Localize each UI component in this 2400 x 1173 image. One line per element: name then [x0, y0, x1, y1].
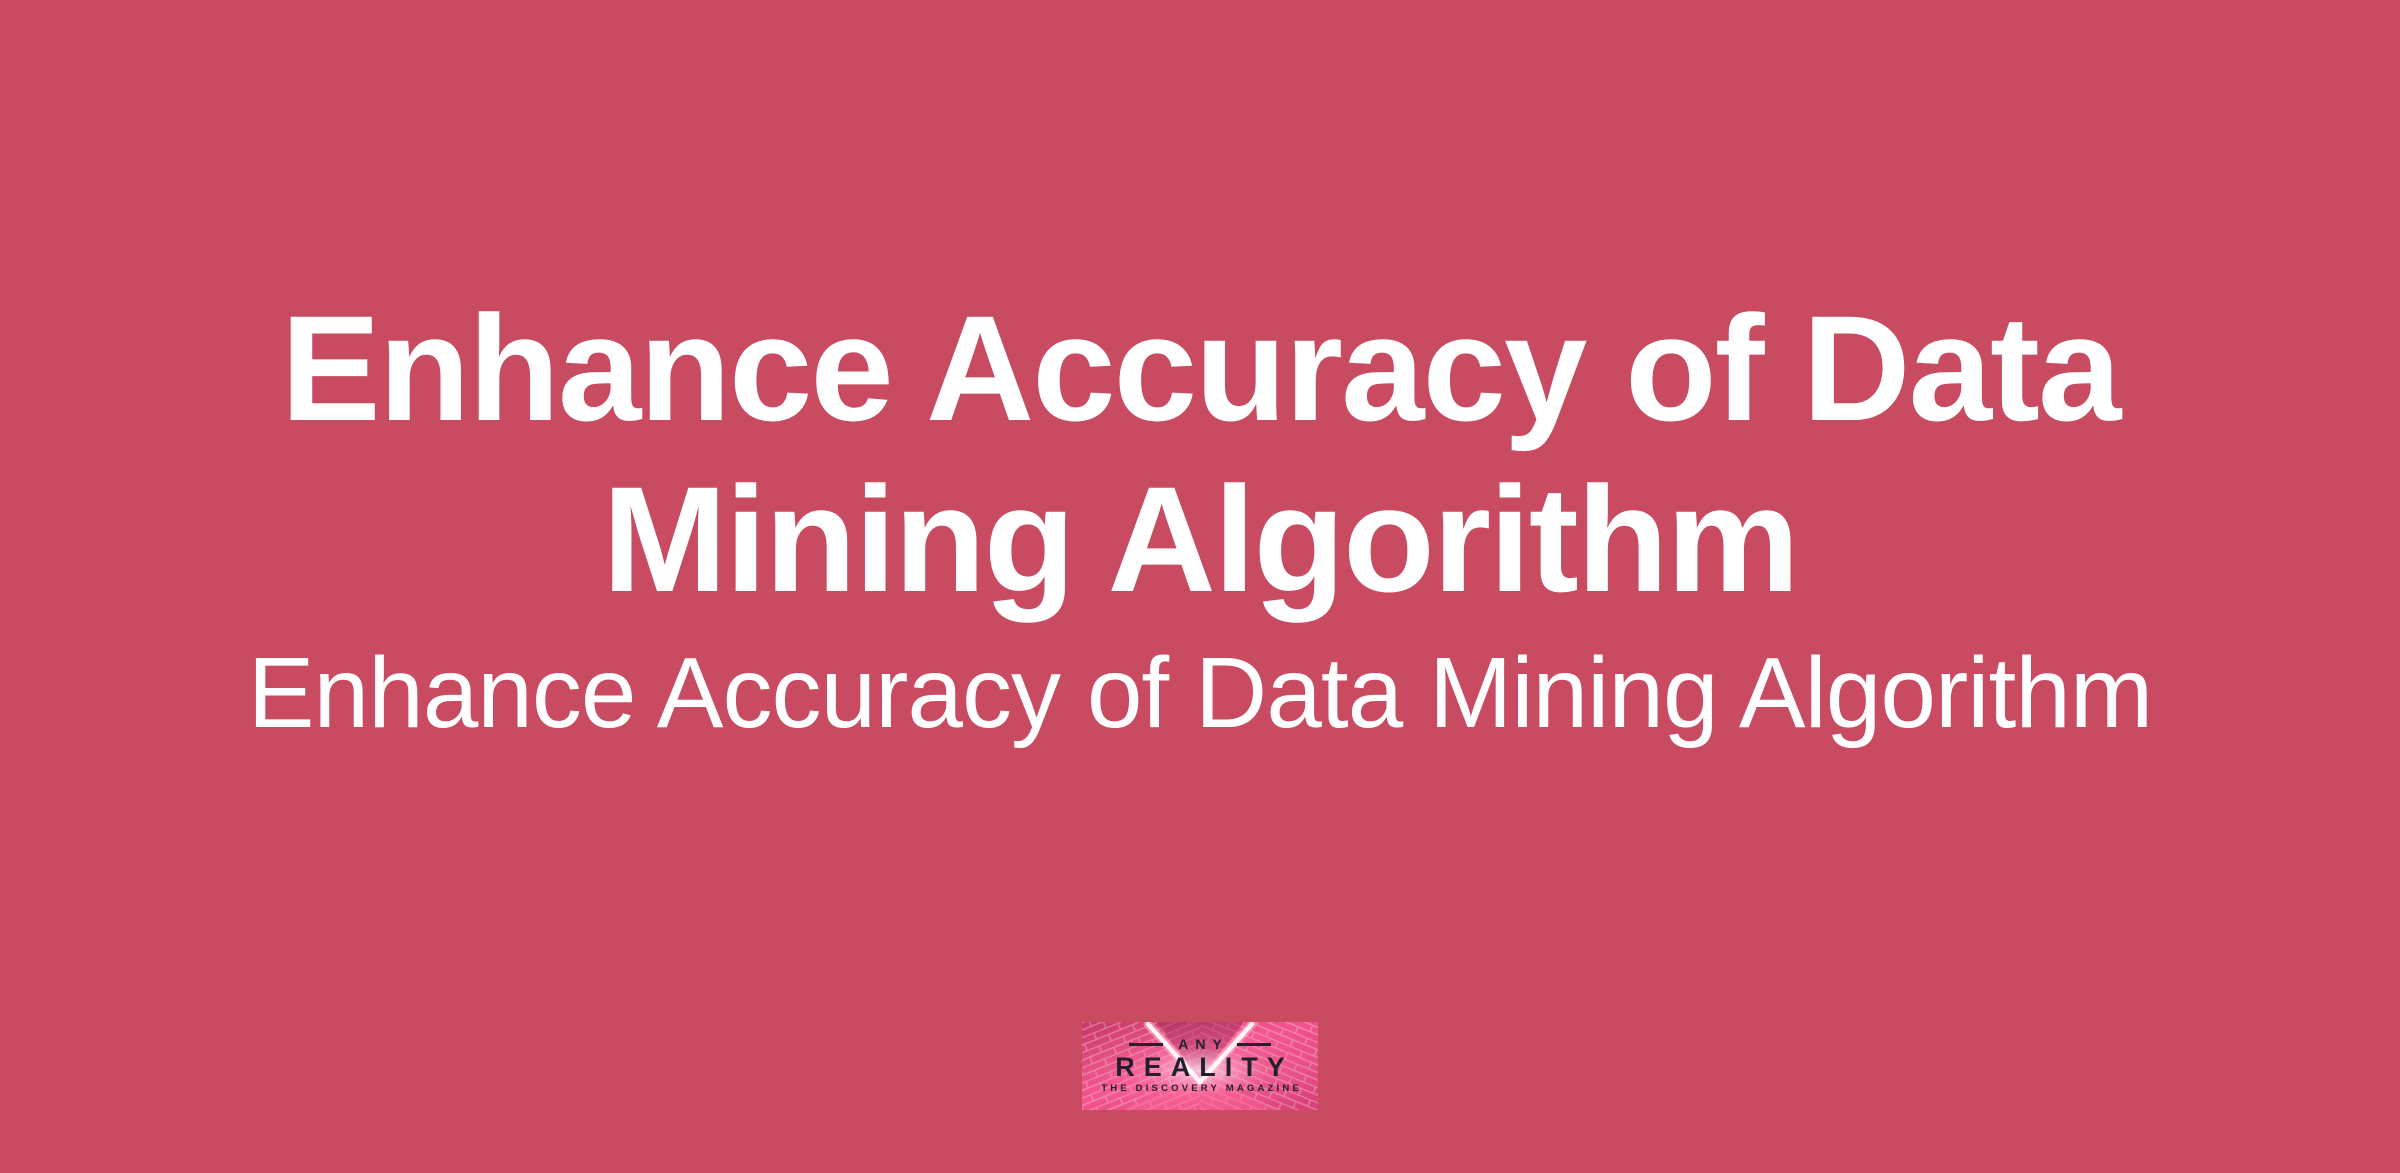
subtitle: Enhance Accuracy of Data Mining Algorith… [247, 637, 2153, 749]
logo-text-block: ANY REALITY THE DISCOVERY MAGAZINE [1082, 1022, 1318, 1110]
logo-left-rule [1129, 1042, 1164, 1046]
logo-wordmark: REALITY [1115, 1052, 1294, 1083]
logo-top-row: ANY [1082, 1037, 1318, 1051]
title-line-2: Mining Algorithm [602, 455, 1800, 623]
brand-logo: ANY REALITY THE DISCOVERY MAGAZINE [1082, 1022, 1318, 1110]
page-title: Enhance Accuracy of Data Mining Algorith… [0, 283, 2400, 625]
logo-right-rule [1236, 1042, 1271, 1046]
brick-wall-chevron-graphic [1082, 1022, 1318, 1110]
logo-tagline: THE DISCOVERY MAGAZINE [1101, 1083, 1302, 1095]
title-line-1: Enhance Accuracy of Data [280, 284, 2122, 452]
logo-top-text: ANY [1178, 1036, 1229, 1053]
